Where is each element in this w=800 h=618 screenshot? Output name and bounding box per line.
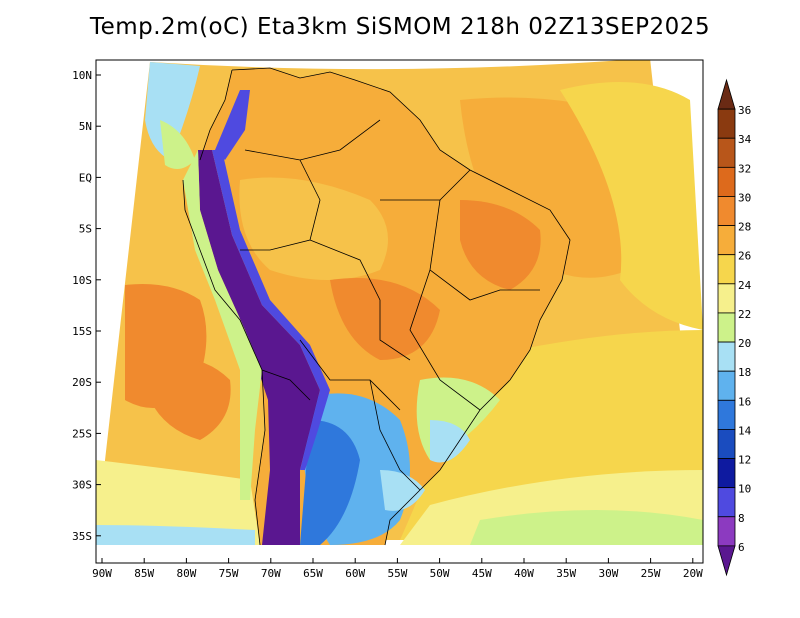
colorbar: 36 34 32 30 28 26 24 22 20 18 16 14 12 10 8 6 [717, 78, 752, 577]
ocean-lightblue-sw [96, 525, 255, 545]
colorbar-arrow-bottom [717, 545, 736, 577]
lon-label: 20W [683, 567, 703, 580]
amazon-core [239, 177, 388, 280]
lon-label: 65W [303, 567, 323, 580]
colorbar-label: 24 [738, 279, 752, 292]
colorbar-swatch [717, 283, 736, 314]
lon-label: 70W [261, 567, 281, 580]
colorbar-label: 16 [738, 395, 751, 408]
coast-cool [183, 150, 262, 500]
lon-label: 85W [134, 567, 154, 580]
ne-brazil-hot [460, 200, 541, 290]
colorbar-swatch [717, 254, 736, 285]
colorbar-label: 34 [738, 133, 752, 146]
colorbar-swatch [717, 341, 736, 372]
north-andes [215, 90, 250, 160]
colorbar-label: 10 [738, 483, 751, 496]
lon-label: 35W [556, 567, 576, 580]
pacific-green-nw [160, 120, 195, 169]
colorbar-label: 30 [738, 191, 751, 204]
colorbar-swatch [717, 429, 736, 459]
colorbar-swatch [717, 137, 736, 168]
colorbar-label: 14 [738, 424, 752, 437]
map-title: Temp.2m(oC) Eta3km SiSMOM 218h 02Z13SEP2… [89, 14, 711, 40]
colorbar-swatch [717, 370, 736, 401]
colorbar-swatch [717, 196, 736, 226]
colorbar-swatch [717, 166, 736, 197]
se-brazil-blue [430, 420, 470, 463]
lon-label: 30W [598, 567, 618, 580]
lat-label: 15S [72, 325, 92, 338]
colorbar-label: 6 [738, 541, 745, 554]
central-hot [330, 278, 440, 360]
colorbar-swatch [717, 312, 736, 343]
map-frame [95, 59, 704, 564]
andes-violet [212, 150, 330, 470]
lat-label: 5N [79, 120, 92, 133]
lat-label: 10N [72, 69, 92, 82]
colorbar-swatch [717, 487, 736, 518]
colorbar-label: 26 [738, 250, 751, 263]
lon-label: 80W [176, 567, 196, 580]
latitude-axis: 10N 5N EQ 5S 10S 15S 20S 25S 30S 35S [72, 69, 101, 543]
lon-label: 90W [92, 567, 112, 580]
colorbar-label: 8 [738, 512, 745, 525]
colorbar-label: 28 [738, 221, 751, 234]
atlantic-yellow-e [560, 82, 703, 330]
lon-label: 25W [641, 567, 661, 580]
south-cone-colder [300, 420, 360, 545]
colorbar-label: 36 [738, 104, 751, 117]
uruguay-light [380, 470, 425, 511]
colorbar-label: 20 [738, 337, 751, 350]
ocean-green-s [470, 510, 703, 545]
lon-label: 60W [345, 567, 365, 580]
colorbar-label: 12 [738, 454, 751, 467]
lat-label: EQ [79, 171, 92, 184]
longitude-axis: 90W 85W 80W 75W 70W 65W 60W 55W 50W 45W 40W 35W 30W 2… [92, 558, 703, 580]
colorbar-swatch [717, 225, 736, 256]
colorbar-swatch [717, 458, 736, 489]
colorbar-swatch [717, 108, 736, 139]
lon-label: 45W [472, 567, 492, 580]
lon-label: 50W [430, 567, 450, 580]
colorbar-swatch [717, 516, 736, 547]
lat-label: 25S [72, 427, 92, 440]
lon-label: 75W [219, 567, 239, 580]
lat-label: 10S [72, 274, 92, 287]
lat-label: 30S [72, 479, 92, 492]
pacific-orange-2 [150, 357, 231, 440]
pacific-cool-nw [145, 62, 200, 160]
colorbar-label: 32 [738, 162, 751, 175]
lat-label: 5S [79, 223, 92, 236]
lat-label: 20S [72, 376, 92, 389]
ocean-lightyellow-s [96, 460, 260, 545]
colorbar-label: 22 [738, 308, 751, 321]
colorbar-label: 18 [738, 366, 751, 379]
lon-label: 40W [514, 567, 534, 580]
lat-label: 35S [72, 530, 92, 543]
lon-label: 55W [387, 567, 407, 580]
colorbar-arrow-top [717, 78, 736, 110]
andes-purple [198, 150, 320, 545]
colorbar-swatch [717, 399, 736, 430]
country-borders [182, 67, 571, 546]
